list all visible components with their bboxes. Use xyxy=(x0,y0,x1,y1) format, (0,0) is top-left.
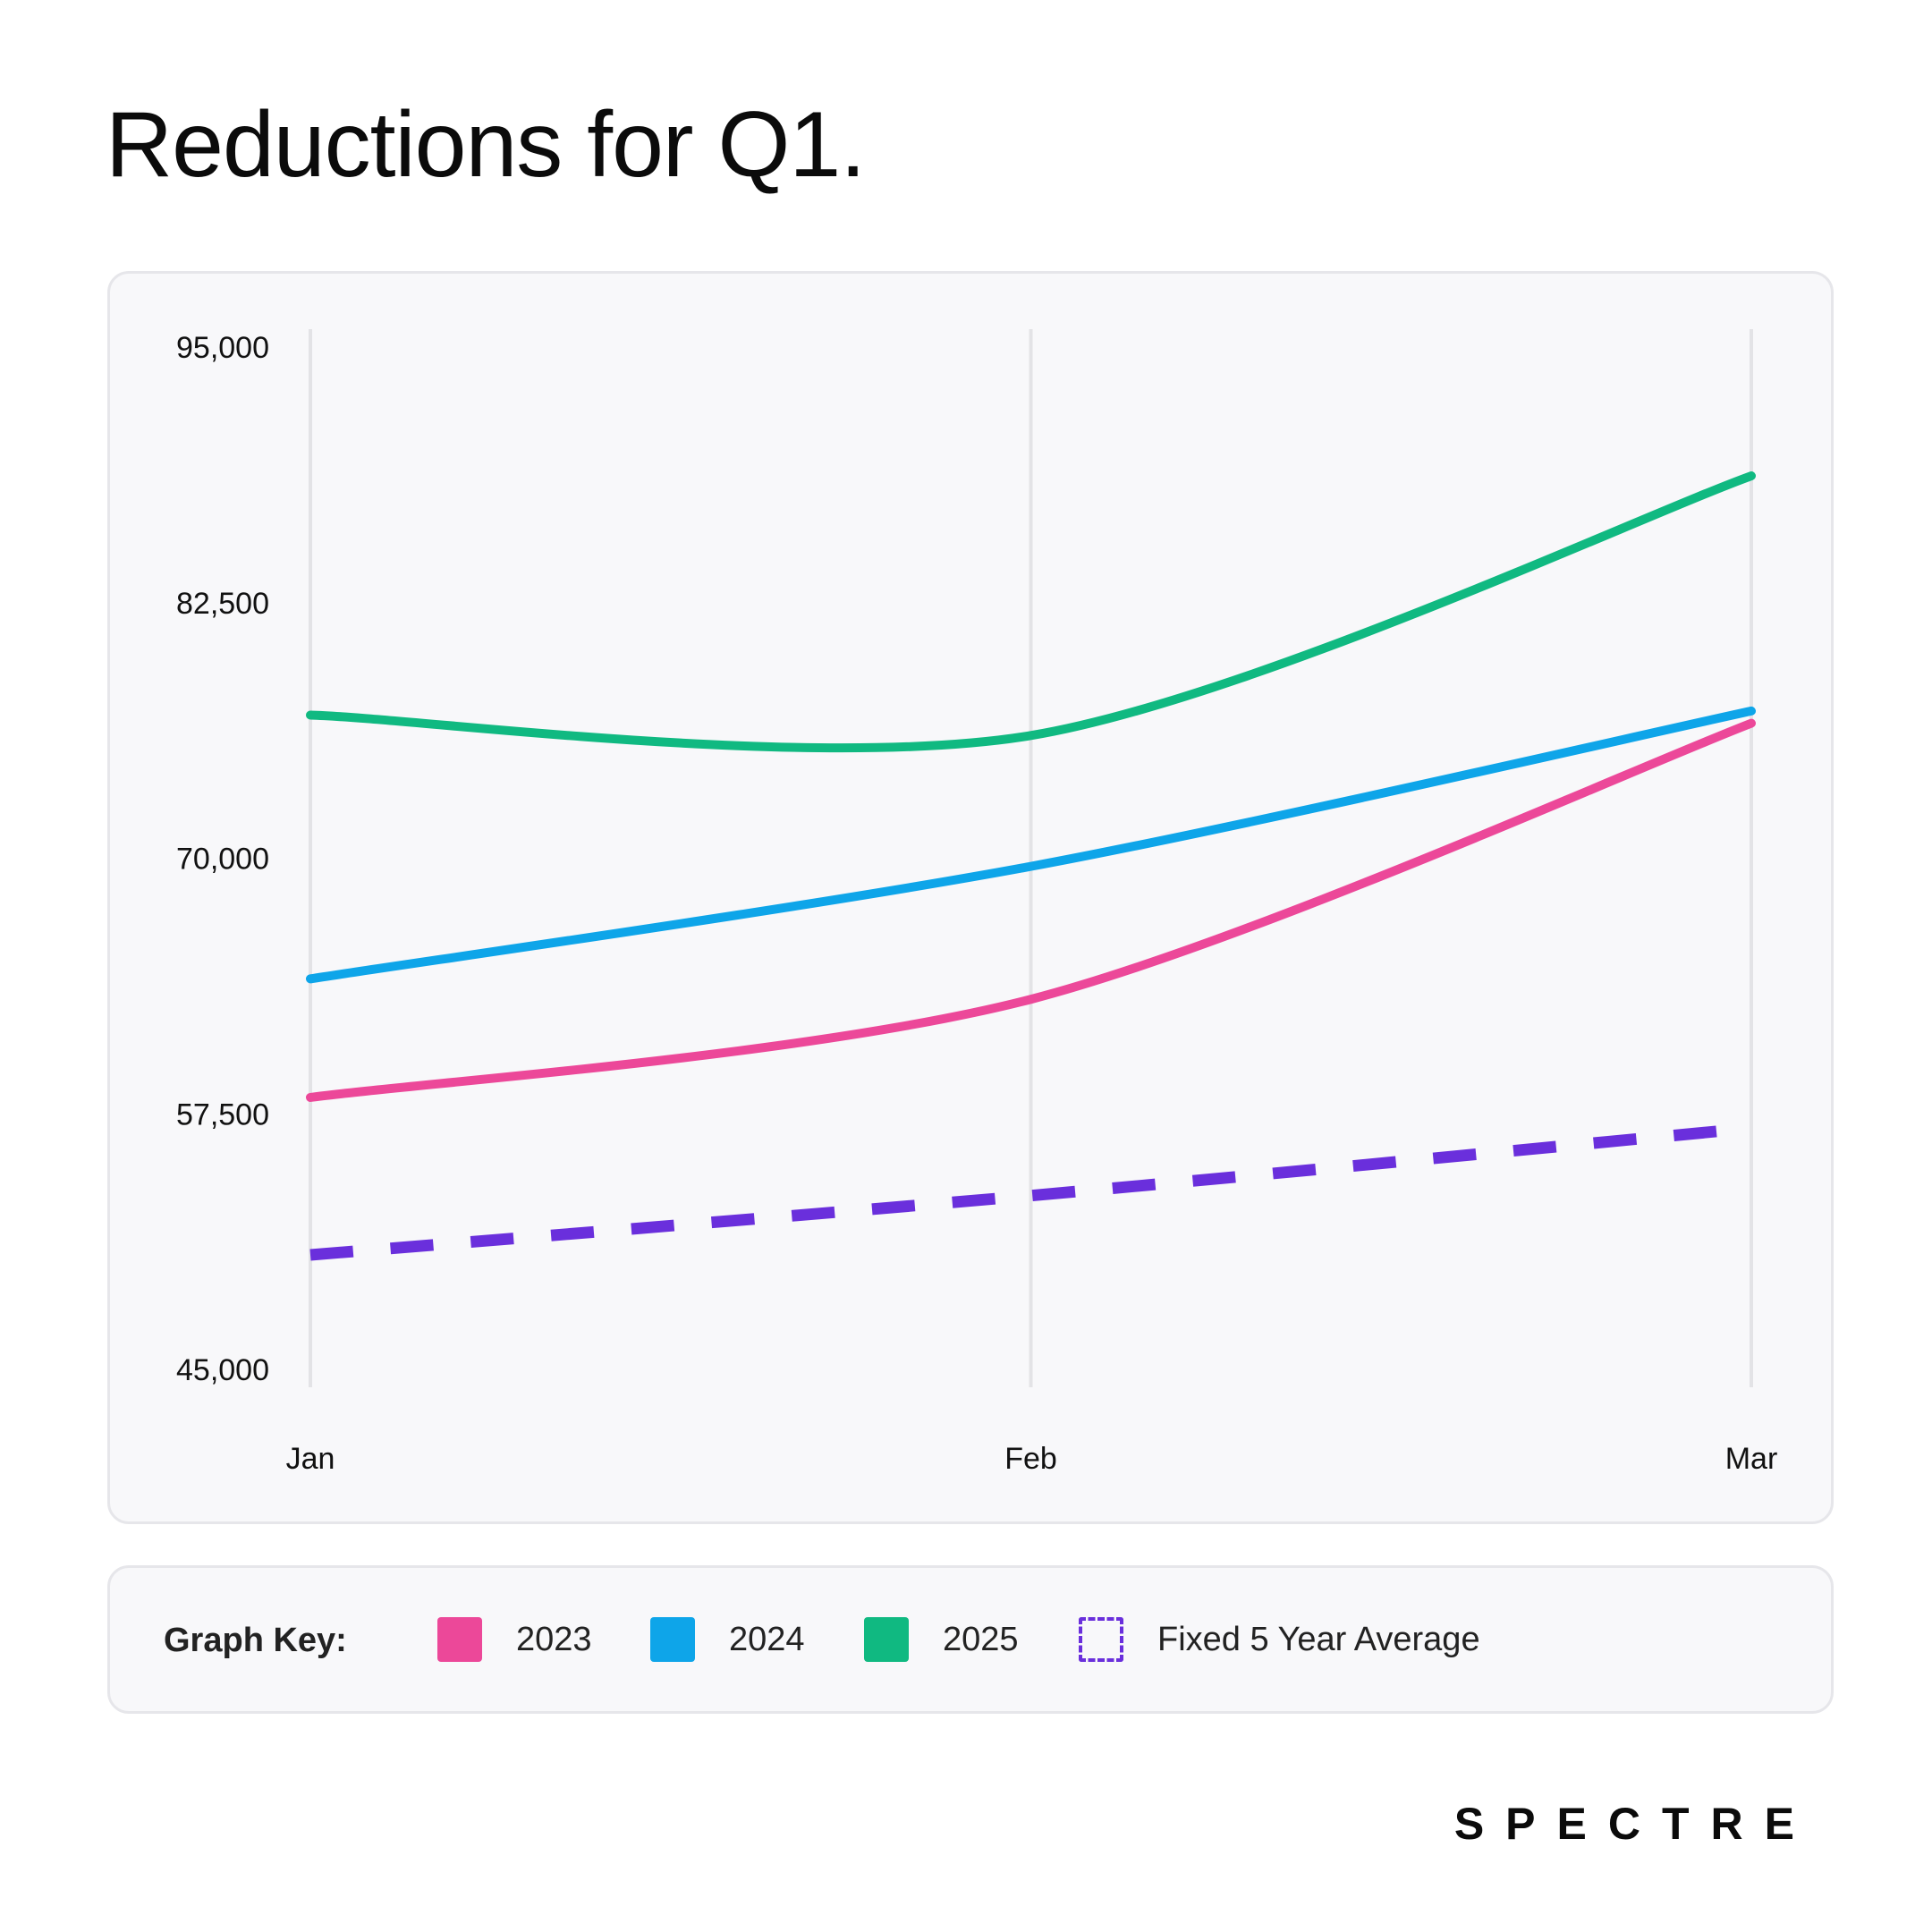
legend-swatch-2024 xyxy=(650,1617,695,1662)
series-line-2025 xyxy=(306,471,1756,753)
x-axis-ticks: Jan Feb Mar xyxy=(286,1442,1778,1476)
grid-lines xyxy=(309,329,1753,1387)
legend-label-2024: 2024 xyxy=(729,1620,805,1658)
chart-panel: 95,000 82,500 70,000 57,500 45,000 Jan Feb Mar xyxy=(107,271,1834,1524)
series-lines xyxy=(306,471,1756,1261)
series-line-fixed-5-year-average xyxy=(309,1122,1752,1261)
legend-item-5yr-average: Fixed 5 Year Average xyxy=(1079,1616,1480,1663)
brand-logo: SPECTRE xyxy=(1453,1799,1816,1849)
legend-swatch-2023 xyxy=(437,1617,482,1662)
page-title: Reductions for Q1. xyxy=(106,93,866,197)
y-tick-label: 57,500 xyxy=(176,1097,269,1131)
y-tick-label: 45,000 xyxy=(176,1353,269,1387)
legend-swatch-2025 xyxy=(864,1617,909,1662)
y-tick-label: 82,500 xyxy=(176,587,269,621)
legend-label-2025: 2025 xyxy=(943,1620,1019,1658)
graph-key-title: Graph Key: xyxy=(164,1622,347,1659)
series-line-2024 xyxy=(306,706,1756,984)
x-tick-feb: Feb xyxy=(1004,1442,1057,1476)
legend-item-2025: 2025 xyxy=(864,1616,1019,1663)
x-tick-jan: Jan xyxy=(286,1442,335,1476)
legend-label-5yr-average: Fixed 5 Year Average xyxy=(1157,1620,1480,1658)
x-tick-mar: Mar xyxy=(1725,1442,1778,1476)
graph-key: Graph Key: 2023 2024 2025 Fixed 5 Year A… xyxy=(107,1565,1834,1714)
y-tick-label: 95,000 xyxy=(176,331,269,365)
y-axis-ticks: 95,000 82,500 70,000 57,500 45,000 xyxy=(176,331,269,1387)
y-tick-label: 70,000 xyxy=(176,843,269,877)
legend-item-2023: 2023 xyxy=(437,1616,592,1663)
series-line-2023 xyxy=(306,718,1756,1102)
line-chart: 95,000 82,500 70,000 57,500 45,000 Jan Feb Mar xyxy=(176,329,1778,1476)
legend-label-2023: 2023 xyxy=(516,1620,592,1658)
legend-item-2024: 2024 xyxy=(650,1616,805,1663)
legend-swatch-5yr-average xyxy=(1079,1617,1123,1662)
